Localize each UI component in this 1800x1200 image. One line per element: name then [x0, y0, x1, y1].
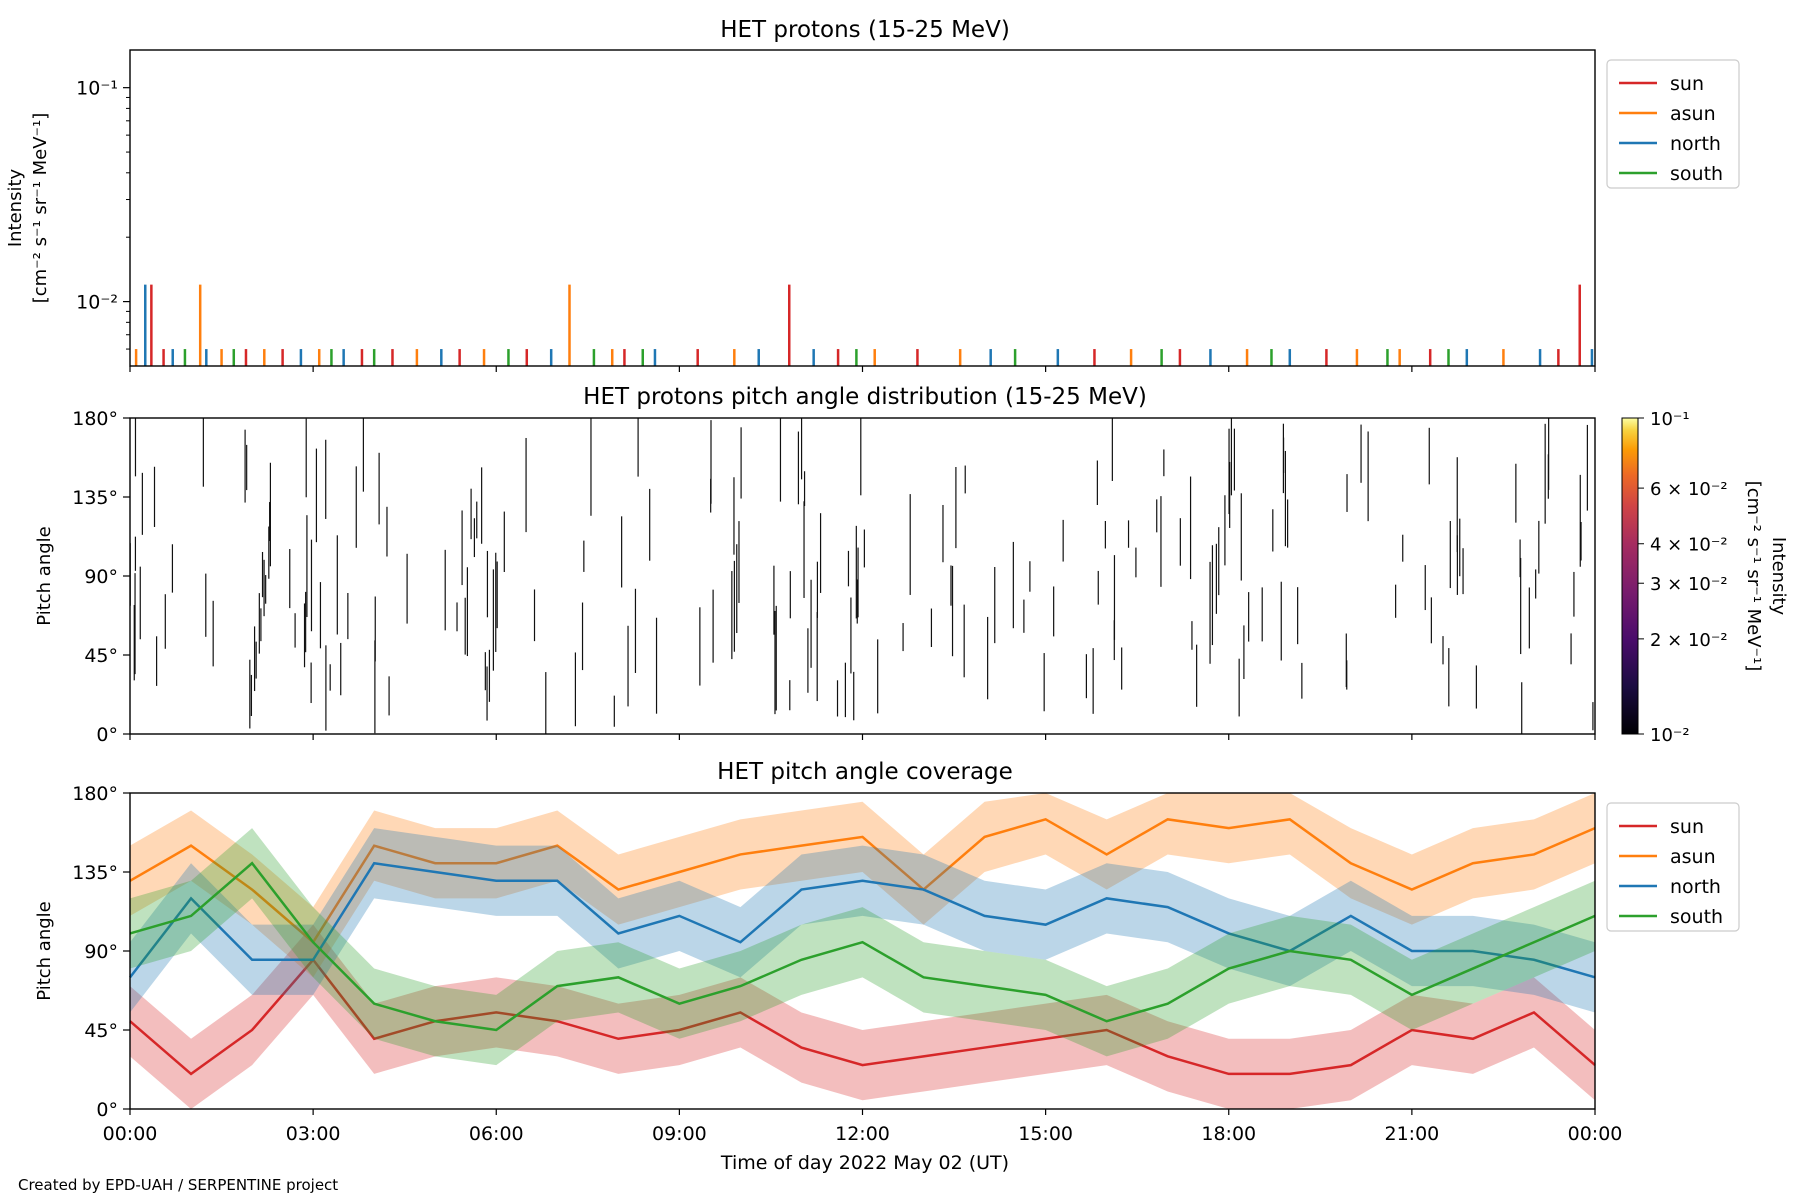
colorbar-label-units: [cm⁻² s⁻¹ sr⁻¹ MeV⁻¹]	[1743, 481, 1764, 672]
panel-pitch-angle-distribution: HET protons pitch angle distribution (15…	[34, 384, 1789, 746]
x-tick-label: 12:00	[835, 1123, 890, 1145]
panel-1-ylabel-units: [cm⁻² s⁻¹ sr⁻¹ MeV⁻¹]	[30, 113, 51, 304]
band-north	[130, 828, 1595, 1013]
y-tick-label: 180°	[72, 408, 118, 430]
legend-label-asun: asun	[1670, 103, 1716, 125]
x-tick-label: 03:00	[286, 1123, 341, 1145]
legend-box	[1606, 802, 1740, 932]
y-tick-label: 90°	[84, 941, 118, 963]
panel-2-title: HET protons pitch angle distribution (15…	[583, 384, 1147, 410]
line-south	[129, 861, 1596, 1032]
colorbar-tick-label: 4 × 10⁻²	[1650, 535, 1728, 556]
legend-label-sun: sun	[1670, 816, 1704, 838]
x-tick-label: 15:00	[1018, 1123, 1073, 1145]
panel-pitch-angle-coverage: HET pitch angle coverage 0° 45° 90° 135° 180…	[34, 759, 1740, 1121]
x-axis-label: Time of day 2022 May 02 (UT)	[720, 1152, 1009, 1174]
y-tick-label: 135°	[72, 487, 118, 509]
panel-2-frame	[129, 417, 1596, 735]
legend-label-north: north	[1670, 876, 1721, 898]
y-tick-label: 45°	[84, 1020, 118, 1042]
panel-1-legend: sun asun north south	[1606, 59, 1740, 189]
colorbar-tick-label: 10⁻¹	[1650, 409, 1690, 430]
x-tick-label: 00:00	[1568, 1123, 1623, 1145]
legend-label-south: south	[1670, 906, 1723, 928]
footer-credit: Created by EPD-UAH / SERPENTINE project	[18, 1176, 339, 1194]
panel-intensity: HET protons (15-25 MeV) 10⁻¹ 10⁻² Intensi…	[5, 17, 1740, 367]
y-tick-label: 10⁻¹	[76, 78, 118, 100]
colorbar-tick-label: 6 × 10⁻²	[1650, 479, 1728, 500]
x-tick-label: 00:00	[103, 1123, 158, 1145]
legend-label-north: north	[1670, 133, 1721, 155]
y-tick-label: 135°	[72, 862, 118, 884]
panel-1-ylabel: Intensity	[5, 168, 26, 247]
y-tick-label: 0°	[96, 724, 118, 746]
legend-label-south: south	[1670, 163, 1723, 185]
x-tick-label: 21:00	[1384, 1123, 1439, 1145]
y-tick-label: 90°	[84, 566, 118, 588]
legend-box	[1606, 59, 1740, 189]
line-sun	[129, 957, 1596, 1076]
panel-1-frame	[129, 49, 1596, 367]
legend-label-asun: asun	[1670, 846, 1716, 868]
line-north	[129, 861, 1596, 979]
legend-label-sun: sun	[1670, 73, 1704, 95]
panel-2-ylabel: Pitch angle	[34, 526, 55, 625]
colorbar-tick-label: 3 × 10⁻²	[1650, 574, 1728, 595]
colorbar-tick-label: 10⁻²	[1650, 725, 1690, 746]
panel-3-legend: sun asun north south	[1606, 802, 1740, 932]
x-tick-label: 06:00	[469, 1123, 524, 1145]
line-asun	[129, 817, 1596, 945]
y-tick-label: 10⁻²	[76, 292, 118, 314]
colorbar-label: Intensity	[1768, 537, 1789, 616]
band-sun	[130, 924, 1595, 1109]
band-asun	[130, 793, 1595, 978]
colorbar	[1621, 417, 1639, 735]
y-tick-label: 45°	[84, 645, 118, 667]
y-tick-label: 180°	[72, 783, 118, 805]
panel-1-title: HET protons (15-25 MeV)	[720, 17, 1010, 43]
y-tick-label: 0°	[96, 1099, 118, 1121]
x-tick-label: 09:00	[652, 1123, 707, 1145]
colorbar-tick-label: 2 × 10⁻²	[1650, 630, 1728, 651]
panel-3-title: HET pitch angle coverage	[717, 759, 1013, 785]
x-tick-label: 18:00	[1201, 1123, 1256, 1145]
panel-3-ylabel: Pitch angle	[34, 901, 55, 1000]
band-south	[130, 828, 1595, 1066]
